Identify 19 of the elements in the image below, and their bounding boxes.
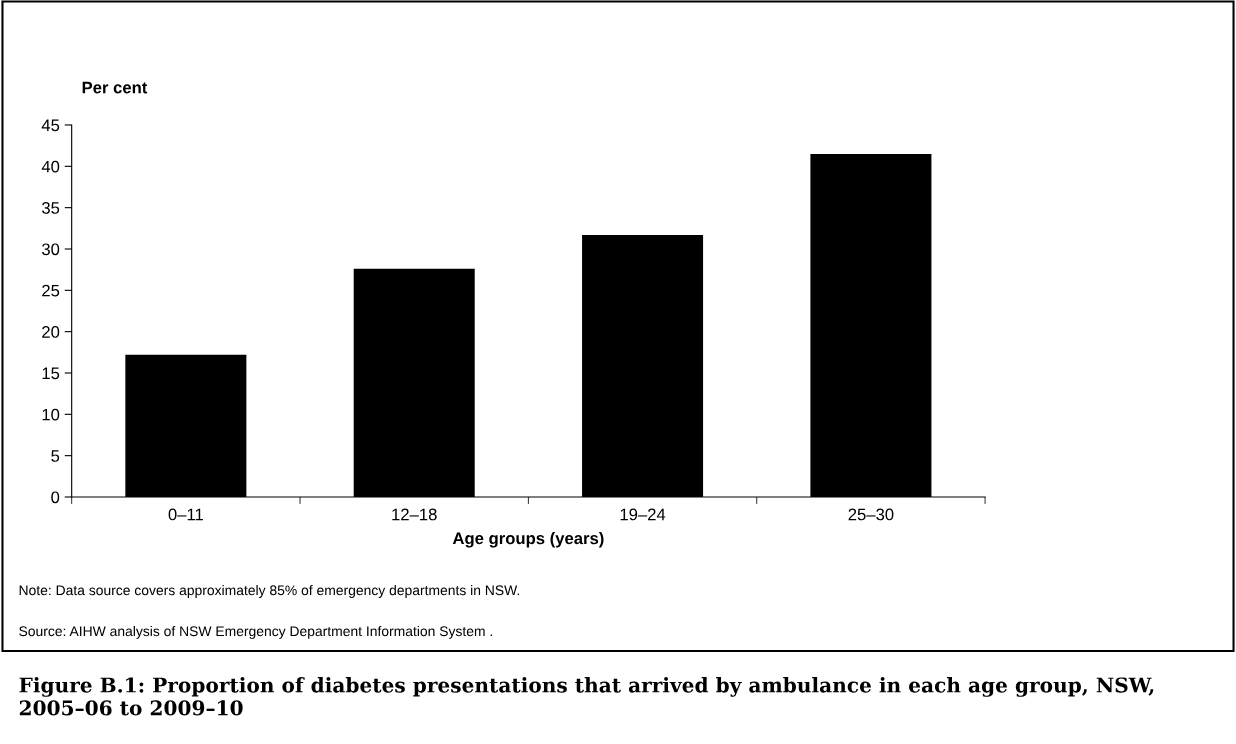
x-tick-label: 12–18 [392,508,437,521]
y-tick-label: 45 [41,119,60,132]
x-axis-title: Age groups (years) [452,531,604,548]
y-tick-label: 0 [51,491,60,504]
y-tick-label: 20 [42,326,60,338]
y-axis-title: Per cent [82,81,148,94]
y-tick-label: 30 [41,243,60,256]
source-note: Source: AIHW analysis of NSW Emergency Department Information System . [19,625,492,639]
y-tick-label: 15 [42,367,60,380]
text: Figure B.1: Proportion of diabetes presentations that arrived by ambulance in each age group, NSW, 2005–06 to 2009–10 [19,677,1154,716]
y-tick-label: 5 [51,450,60,462]
x-tick-label: 25–30 [848,508,894,521]
text: Note: Data source covers approximately 85% of emergency departments in NSW. [19,585,520,598]
y-tick-label: 25 [42,284,60,297]
y-tick-label: 35 [41,202,60,214]
x-tick-label: 0–11 [168,508,203,521]
x-tick-label: 19–24 [620,508,666,521]
y-tick-label: 10 [42,408,60,421]
y-tick-label: 40 [41,160,60,173]
